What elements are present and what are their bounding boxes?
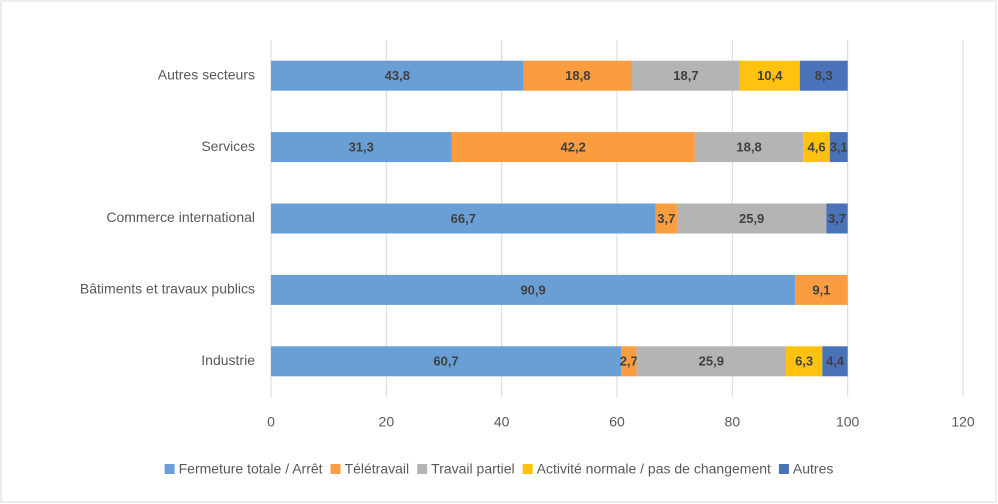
- value-label: 4,4: [826, 354, 845, 369]
- bar-segment: [803, 132, 830, 163]
- bar-segment: [271, 203, 656, 234]
- x-tick-label: 0: [267, 414, 275, 430]
- legend-swatch: [417, 464, 428, 474]
- bar-segment: [799, 60, 848, 91]
- value-label: 4,6: [807, 140, 825, 155]
- bar-segment: [826, 203, 848, 234]
- value-label: 18,8: [565, 68, 590, 83]
- y-tick-label: Bâtiments et travaux publics: [80, 281, 255, 297]
- value-label: 8,3: [815, 68, 833, 83]
- value-label: 18,7: [673, 68, 698, 83]
- x-tick-label: 60: [609, 414, 625, 430]
- bar-segment: [271, 346, 622, 377]
- bar-segment: [822, 346, 848, 377]
- value-label: 3,7: [657, 211, 675, 226]
- value-label: 42,2: [561, 140, 586, 155]
- bar-segment: [523, 60, 632, 91]
- bar-segment: [795, 274, 848, 305]
- legend-swatch: [778, 464, 789, 474]
- bar-segment: [694, 132, 804, 163]
- bar-segment: [621, 346, 637, 377]
- bar-segment: [271, 274, 796, 305]
- value-label: 31,3: [349, 140, 374, 155]
- value-label: 60,7: [433, 354, 458, 369]
- value-label: 3,7: [828, 211, 846, 226]
- legend-swatch: [522, 464, 533, 474]
- value-label: 18,8: [736, 140, 761, 155]
- value-label: 25,9: [739, 211, 764, 226]
- value-label: 9,1: [812, 282, 830, 297]
- legend-label: Activité normale / pas de changement: [537, 461, 771, 477]
- legend-swatch: [164, 464, 175, 474]
- bar-segment: [676, 203, 827, 234]
- value-label: 2,7: [620, 354, 638, 369]
- y-tick-label: Autres secteurs: [158, 66, 255, 82]
- y-tick-label: Industrie: [201, 352, 255, 368]
- legend-swatch: [330, 464, 341, 474]
- bar-segment: [271, 60, 524, 91]
- x-tick-label: 40: [494, 414, 510, 430]
- value-label: 43,8: [385, 68, 410, 83]
- value-label: 3,1: [830, 140, 848, 155]
- y-tick-label: Commerce international: [106, 209, 255, 225]
- value-label: 10,4: [757, 68, 783, 83]
- value-label: 6,3: [795, 354, 813, 369]
- value-label: 90,9: [520, 282, 545, 297]
- bar-segment: [636, 346, 786, 377]
- value-label: 66,7: [451, 211, 476, 226]
- legend-label: Télétravail: [345, 461, 410, 477]
- bar-segment: [271, 132, 452, 163]
- x-tick-label: 20: [379, 414, 395, 430]
- legend-label: Travail partiel: [431, 461, 515, 477]
- y-tick-label: Services: [201, 138, 255, 154]
- legend-label: Fermeture totale / Arrêt: [179, 461, 323, 477]
- x-tick-label: 80: [725, 414, 741, 430]
- bar-segment: [655, 203, 677, 234]
- x-tick-label: 120: [951, 414, 975, 430]
- value-label: 25,9: [699, 354, 724, 369]
- bar-segment: [739, 60, 800, 91]
- bar-segment: [451, 132, 695, 163]
- bar-segment: [631, 60, 740, 91]
- bar-segment: [785, 346, 823, 377]
- x-tick-label: 100: [836, 414, 860, 430]
- legend-label: Autres: [793, 461, 833, 477]
- bar-segment: [829, 132, 848, 163]
